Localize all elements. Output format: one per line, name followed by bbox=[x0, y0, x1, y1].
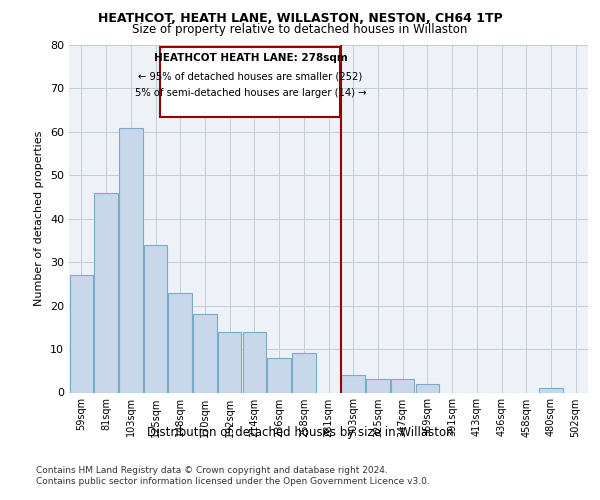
Text: Size of property relative to detached houses in Willaston: Size of property relative to detached ho… bbox=[133, 22, 467, 36]
Bar bbox=[292, 354, 316, 393]
Bar bbox=[144, 245, 167, 392]
Bar bbox=[193, 314, 217, 392]
Text: Distribution of detached houses by size in Willaston: Distribution of detached houses by size … bbox=[146, 426, 454, 439]
Bar bbox=[70, 275, 93, 392]
Text: HEATHCOT HEATH LANE: 278sqm: HEATHCOT HEATH LANE: 278sqm bbox=[154, 53, 347, 63]
Text: 5% of semi-detached houses are larger (14) →: 5% of semi-detached houses are larger (1… bbox=[134, 88, 366, 99]
Text: HEATHCOT, HEATH LANE, WILLASTON, NESTON, CH64 1TP: HEATHCOT, HEATH LANE, WILLASTON, NESTON,… bbox=[98, 12, 502, 26]
Text: Contains public sector information licensed under the Open Government Licence v3: Contains public sector information licen… bbox=[36, 478, 430, 486]
Text: Contains HM Land Registry data © Crown copyright and database right 2024.: Contains HM Land Registry data © Crown c… bbox=[36, 466, 388, 475]
Bar bbox=[119, 128, 143, 392]
FancyBboxPatch shape bbox=[160, 47, 340, 116]
Bar bbox=[218, 332, 241, 392]
Bar bbox=[539, 388, 563, 392]
Bar bbox=[391, 380, 415, 392]
Bar bbox=[268, 358, 291, 392]
Bar bbox=[169, 292, 192, 392]
Bar bbox=[366, 380, 389, 392]
Text: ← 95% of detached houses are smaller (252): ← 95% of detached houses are smaller (25… bbox=[138, 71, 362, 81]
Bar bbox=[94, 192, 118, 392]
Y-axis label: Number of detached properties: Number of detached properties bbox=[34, 131, 44, 306]
Bar bbox=[416, 384, 439, 392]
Bar bbox=[341, 375, 365, 392]
Bar bbox=[242, 332, 266, 392]
